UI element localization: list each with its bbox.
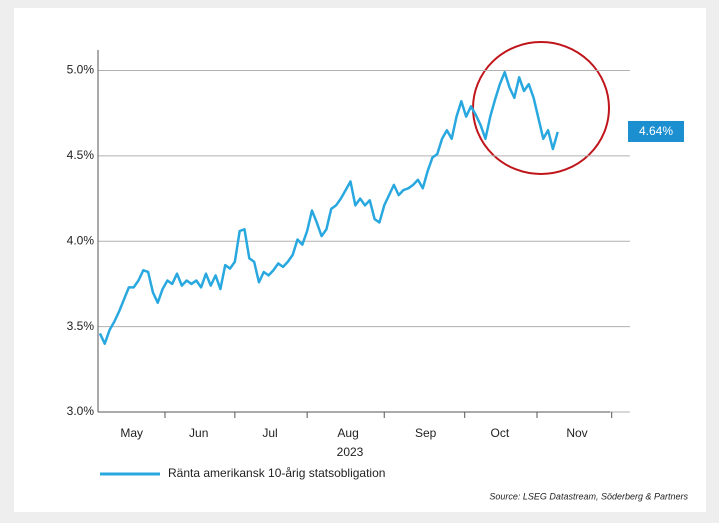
- end-label: 4.64%: [639, 124, 673, 138]
- x-tick-label: Jul: [262, 426, 277, 440]
- y-tick-label: 3.0%: [67, 404, 95, 418]
- y-tick-label: 4.0%: [67, 233, 95, 247]
- legend-label: Ränta amerikansk 10-årig statsobligation: [168, 466, 385, 480]
- end-label-box: [628, 120, 684, 142]
- card: [14, 8, 706, 512]
- x-tick-label: Jun: [189, 426, 208, 440]
- x-axis-label: 2023: [337, 445, 364, 459]
- source: Source: LSEG Datastream, Söderberg & Par…: [489, 491, 688, 501]
- y-tick-label: 3.5%: [67, 319, 95, 333]
- y-tick-label: 4.5%: [67, 148, 95, 162]
- x-tick-label: Oct: [491, 426, 510, 440]
- x-tick-label: May: [120, 426, 143, 440]
- line-series: [98, 70, 559, 345]
- y-tick-label: 5.0%: [67, 63, 95, 77]
- x-tick-label: Sep: [415, 426, 437, 440]
- x-tick-label: Nov: [566, 426, 587, 440]
- x-tick-label: Aug: [337, 426, 358, 440]
